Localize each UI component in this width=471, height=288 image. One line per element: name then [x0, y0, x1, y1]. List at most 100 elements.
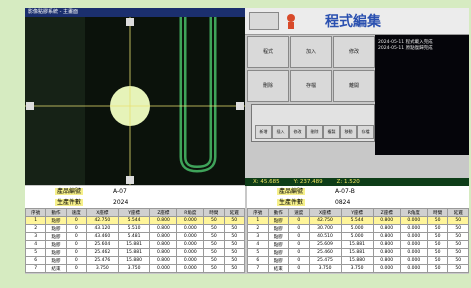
table-cell: 50	[427, 233, 448, 241]
column-header: X座標	[86, 209, 118, 217]
table-cell: 3.750	[86, 265, 118, 273]
table-cell: 25.476	[86, 257, 118, 265]
data-table: 序號動作速度X座標Y座標Z座標R角度時間延遲1點膠042.7505.5440.8…	[25, 208, 245, 273]
dialog-button[interactable]: 插入	[272, 125, 289, 139]
table-cell: 0	[66, 249, 86, 257]
table-cell: 5	[26, 249, 46, 257]
status-value: Z: 1.520	[337, 178, 360, 186]
table-cell: 5.481	[118, 233, 150, 241]
dialog-button[interactable]: 複製	[323, 125, 340, 139]
side-button[interactable]: 存檔	[290, 70, 332, 102]
side-button[interactable]: 刪除	[247, 70, 289, 102]
dialog-button[interactable]: 刪除	[306, 125, 323, 139]
table-cell: 25.475	[309, 257, 341, 265]
info-value: 2024	[113, 199, 128, 206]
table-cell: 50	[224, 217, 244, 225]
table-cell: 點膠	[46, 233, 66, 241]
app-window: 影像點膠系統 - 主畫面 程式編集 程式加入修改刪除存檔離開 2024-05-1…	[25, 8, 469, 274]
table-cell: 50	[448, 217, 469, 225]
table-cell: 5.510	[118, 225, 150, 233]
table-cell: 點膠	[268, 217, 289, 225]
table-cell: 3	[26, 233, 46, 241]
table-cell: 50	[224, 265, 244, 273]
side-button[interactable]: 加入	[290, 36, 332, 68]
table-cell: 25.609	[309, 241, 341, 249]
table-cell: 25.462	[86, 249, 118, 257]
status-value: Y: 237.489	[294, 178, 323, 186]
table-cell: 0.800	[150, 257, 177, 265]
side-button[interactable]: 修改	[333, 36, 375, 68]
info-label: 產品編號	[277, 188, 305, 195]
column-header: 速度	[289, 209, 310, 217]
page: 影像點膠系統 - 主畫面 程式編集 程式加入修改刪除存檔離開 2024-05-1…	[0, 0, 471, 288]
dialog-button[interactable]: 移動	[340, 125, 357, 139]
table-cell: 50	[204, 257, 224, 265]
table-cell: 50	[204, 249, 224, 257]
table-cell: 0.800	[373, 225, 400, 233]
table-cell: 0.000	[177, 265, 204, 273]
dialog-button[interactable]: 修改	[289, 125, 306, 139]
column-header: 延遲	[448, 209, 469, 217]
camera-view	[25, 17, 245, 185]
table-cell: 0	[289, 265, 310, 273]
table-cell: 0.800	[373, 217, 400, 225]
table-cell: 0.000	[177, 217, 204, 225]
table-cell: 4	[26, 241, 46, 249]
table-cell: 0.800	[373, 241, 400, 249]
table-cell: 5	[248, 249, 269, 257]
column-header: Z座標	[373, 209, 400, 217]
table-cell: 結束	[268, 265, 289, 273]
table-cell: 7	[248, 265, 269, 273]
table-cell: 0.000	[400, 217, 427, 225]
column-header: Z座標	[150, 209, 177, 217]
info-label: 產品編號	[55, 188, 83, 195]
table-cell: 5.544	[341, 217, 373, 225]
table-cell: 15.881	[118, 241, 150, 249]
table-cell: 15.881	[341, 241, 373, 249]
side-button[interactable]: 離開	[333, 70, 375, 102]
table-cell: 0.800	[373, 249, 400, 257]
table-cell: 0.000	[400, 265, 427, 273]
toolbar-button[interactable]	[249, 12, 279, 30]
table-cell: 點膠	[268, 249, 289, 257]
column-header: 速度	[66, 209, 86, 217]
table-cell: 0.000	[400, 249, 427, 257]
table-cell: 50	[448, 257, 469, 265]
table-cell: 50	[448, 241, 469, 249]
side-button[interactable]: 程式	[247, 36, 289, 68]
table-cell: 0.000	[373, 265, 400, 273]
column-header: 動作	[46, 209, 66, 217]
column-header: Y座標	[118, 209, 150, 217]
dialog-button[interactable]: 新增	[255, 125, 272, 139]
table-cell: 點膠	[268, 257, 289, 265]
column-header: 動作	[268, 209, 289, 217]
table-cell: 0.000	[177, 257, 204, 265]
table-cell: 50	[427, 257, 448, 265]
info-panel: 產品編號A-07生產件數2024	[25, 186, 245, 208]
table-cell: 點膠	[268, 233, 289, 241]
dialog-button[interactable]: 存檔	[357, 125, 374, 139]
table-cell: 點膠	[268, 225, 289, 233]
table-cell: 0	[289, 249, 310, 257]
table-cell: 25.460	[309, 249, 341, 257]
table-cell: 0.800	[150, 217, 177, 225]
table-cell: 6	[26, 257, 46, 265]
table-cell: 15.880	[118, 257, 150, 265]
table-cell: 0	[289, 233, 310, 241]
table-cell: 2	[26, 225, 46, 233]
